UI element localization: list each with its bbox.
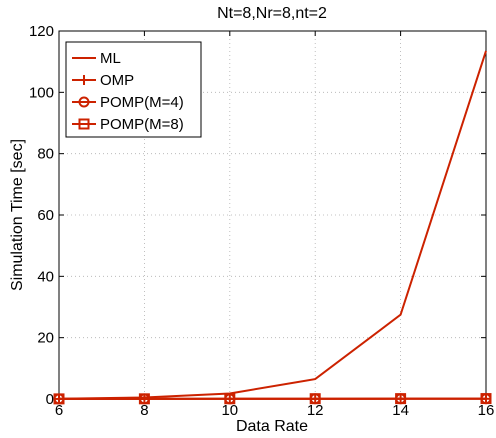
x-tick-label: 10 (221, 402, 238, 419)
y-tick-label: 40 (37, 268, 54, 285)
series-layer (53, 50, 492, 405)
data-point-pomp-m-8 (224, 393, 236, 405)
y-tick-label: 60 (37, 207, 54, 224)
y-tick-label: 120 (29, 23, 54, 40)
x-tick-label: 8 (140, 402, 148, 419)
data-point-pomp-m-8 (480, 393, 492, 405)
legend-label: POMP(M=4) (100, 94, 184, 111)
legend: ML OMP POMP(M=4) POMP(M=8) (65, 41, 202, 138)
chart-title: Nt=8,Nr=8,nt=2 (217, 5, 327, 22)
y-axis-label: Simulation Time [sec] (9, 139, 26, 291)
y-tick-label: 100 (29, 84, 54, 101)
y-tick-label: 80 (37, 146, 54, 163)
series-pomp-m-8 (53, 393, 492, 405)
series-ml (58, 50, 487, 400)
series-line-ml (58, 50, 487, 400)
legend-label: POMP(M=8) (100, 116, 184, 133)
legend-marker (78, 118, 90, 130)
x-tick-label: 16 (478, 402, 495, 419)
legend-marker (78, 96, 90, 108)
axis-ticks: 6 8 10 12 14 16 0 20 40 60 80 100 120 (29, 23, 494, 419)
grid-lines (59, 31, 486, 399)
data-point-pomp-m-8 (309, 393, 321, 405)
legend-label: ML (100, 50, 121, 67)
x-tick-label: 6 (55, 402, 63, 419)
data-point-pomp-m-8 (395, 393, 407, 405)
data-point-pomp-m-8 (53, 393, 65, 405)
data-point-pomp-m-8 (138, 393, 150, 405)
x-tick-label: 14 (392, 402, 409, 419)
y-tick-label: 20 (37, 330, 54, 347)
x-axis-label: Data Rate (236, 418, 308, 435)
legend-label: OMP (100, 72, 134, 89)
y-tick-label: 0 (46, 391, 54, 408)
x-tick-label: 12 (307, 402, 324, 419)
